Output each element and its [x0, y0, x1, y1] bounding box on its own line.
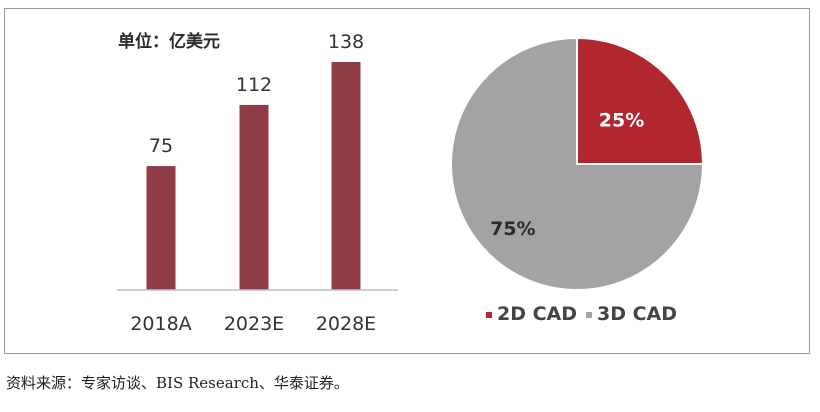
pie-slice-2d-cad	[576, 36, 705, 165]
bar-value-label: 138	[328, 31, 364, 53]
source-note: 资料来源：专家访谈、BIS Research、华泰证券。	[6, 374, 349, 392]
bar-2018A	[146, 166, 176, 290]
bar-2028E	[331, 62, 361, 290]
legend-swatch	[586, 312, 592, 318]
x-tick-label: 2028E	[316, 313, 376, 335]
legend-label: 3D CAD	[597, 303, 677, 325]
x-tick-label: 2023E	[224, 313, 284, 335]
pie-slice-3d-cad	[450, 36, 705, 291]
x-tick-label: 2018A	[130, 313, 191, 335]
pie-percent-label: 25%	[599, 109, 644, 131]
bar-2023E	[239, 104, 269, 291]
bar-chart: 75 2018A 112 2023E 138 2028E	[130, 31, 376, 335]
pie-legend: 2D CAD 3D CAD	[486, 303, 677, 325]
legend-swatch	[486, 312, 492, 318]
unit-label: 单位：亿美元	[118, 31, 220, 52]
pie-chart: 25% 75%	[450, 36, 705, 291]
legend-label: 2D CAD	[497, 303, 577, 325]
bar-value-label: 112	[236, 74, 272, 96]
pie-percent-label: 75%	[490, 218, 535, 240]
bar-value-label: 75	[149, 135, 173, 157]
